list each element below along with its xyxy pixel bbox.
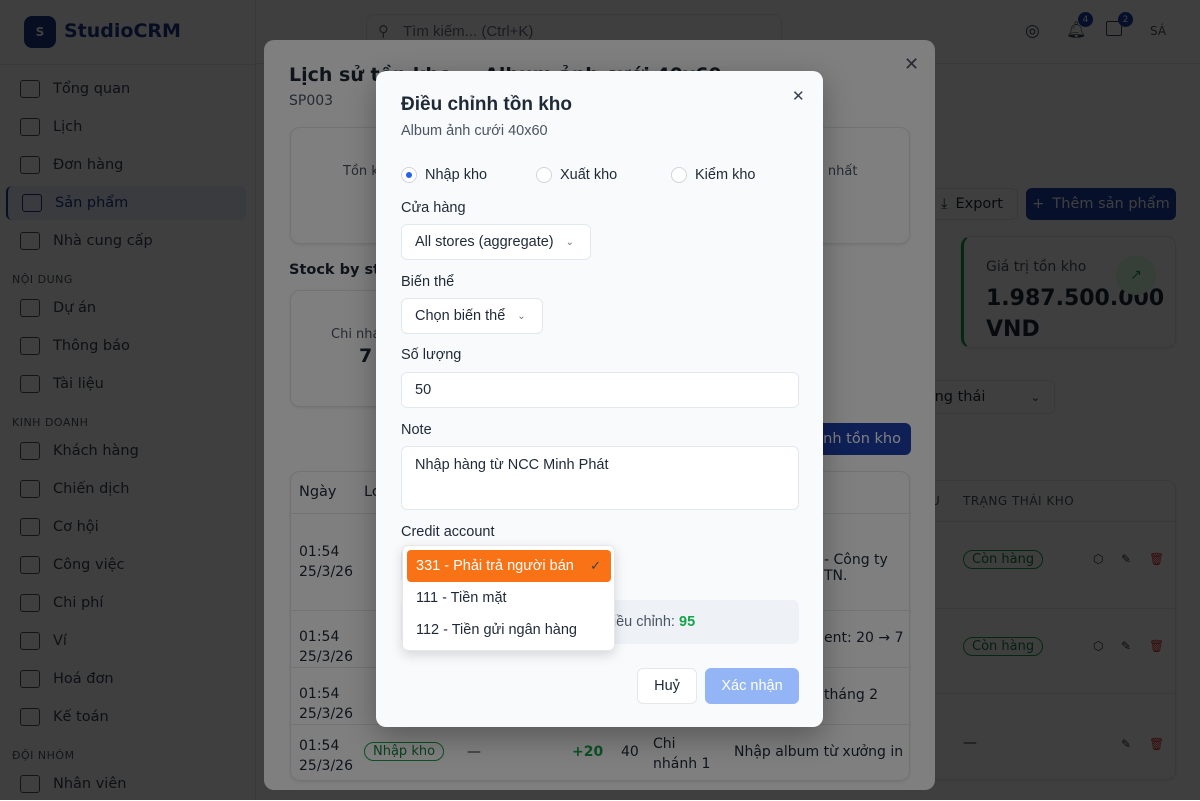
radio-icon [536, 167, 552, 184]
radio-stocktake[interactable]: Kiểm kho [671, 167, 756, 184]
check-icon: ✓ [590, 558, 601, 573]
select-value: All stores (aggregate) [415, 234, 554, 250]
adjust-stock-dialog: Điều chỉnh tồn kho Album ảnh cưới 40x60 … [376, 71, 823, 727]
radio-label: Xuất kho [560, 167, 618, 183]
option-label: 112 - Tiền gửi ngân hàng [416, 622, 578, 638]
quantity-label: Số lượng [401, 347, 462, 363]
cancel-button[interactable]: Huỷ [637, 668, 697, 704]
chevron-down-icon: ⌄ [517, 310, 526, 322]
radio-label: Kiểm kho [695, 167, 756, 183]
store-label: Cửa hàng [401, 200, 466, 216]
dropdown-option-112[interactable]: 112 - Tiền gửi ngân hàng [407, 614, 611, 646]
note-label: Note [401, 422, 432, 438]
radio-label: Nhập kho [425, 167, 488, 183]
radio-icon [671, 167, 687, 184]
radio-import[interactable]: Nhập kho [401, 167, 488, 184]
select-value: Chọn biến thể [415, 308, 506, 324]
dialog-subtitle: Album ảnh cưới 40x60 [401, 123, 548, 139]
radio-export[interactable]: Xuất kho [536, 167, 618, 184]
credit-account-label: Credit account [401, 524, 495, 540]
dropdown-option-111[interactable]: 111 - Tiền mặt [407, 582, 611, 614]
variant-select[interactable]: Chọn biến thể ⌄ [401, 298, 543, 334]
store-select[interactable]: All stores (aggregate) ⌄ [401, 224, 591, 260]
variant-label: Biến thể [401, 274, 455, 290]
credit-account-dropdown: 331 - Phải trả người bán ✓ 111 - Tiền mặt… [402, 545, 615, 651]
option-label: 111 - Tiền mặt [416, 590, 507, 606]
note-textarea[interactable]: Nhập hàng từ NCC Minh Phát [401, 446, 799, 510]
close-icon[interactable]: ✕ [792, 87, 805, 105]
dialog-title: Điều chỉnh tồn kho [401, 94, 572, 115]
result-value: 95 [679, 614, 696, 630]
quantity-input[interactable]: 50 [401, 372, 799, 408]
chevron-down-icon: ⌄ [565, 236, 575, 248]
radio-checked-icon [401, 167, 417, 184]
option-label: 331 - Phải trả người bán [416, 558, 574, 574]
confirm-button[interactable]: Xác nhận [705, 668, 799, 704]
dropdown-option-331[interactable]: 331 - Phải trả người bán ✓ [407, 550, 611, 582]
